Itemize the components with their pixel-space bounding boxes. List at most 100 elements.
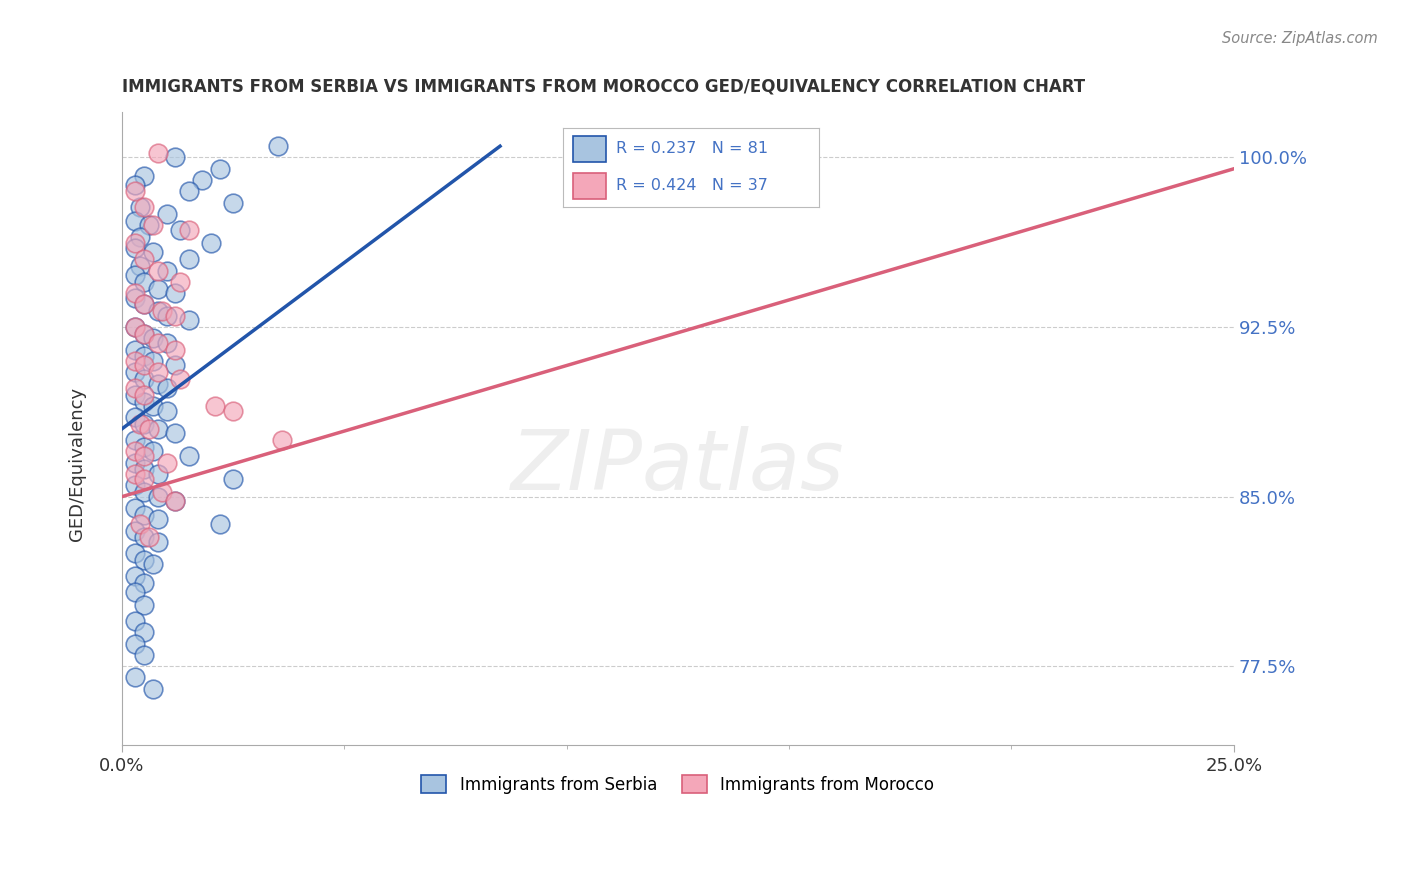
Point <box>124 636 146 650</box>
Point <box>146 467 169 481</box>
Point <box>124 478 146 492</box>
Point <box>124 291 146 305</box>
Point <box>134 200 156 214</box>
Point <box>134 471 156 485</box>
Point <box>124 343 146 357</box>
Point <box>134 252 156 267</box>
Point <box>146 145 169 160</box>
Point <box>142 444 165 458</box>
Point <box>128 229 150 244</box>
Point <box>146 282 169 296</box>
Point <box>134 417 156 432</box>
Point <box>124 365 146 379</box>
Point <box>155 263 177 277</box>
Point <box>134 275 156 289</box>
Point <box>124 467 146 481</box>
Point <box>150 304 173 318</box>
Point <box>124 320 146 334</box>
Point <box>165 309 187 323</box>
Point <box>142 399 165 413</box>
Point <box>134 297 156 311</box>
Point <box>134 625 156 640</box>
Point <box>128 200 150 214</box>
Point <box>134 297 156 311</box>
Text: R = 0.237   N = 81: R = 0.237 N = 81 <box>616 141 769 156</box>
Point <box>155 309 177 323</box>
Point <box>177 252 200 267</box>
Point <box>134 394 156 409</box>
Point <box>134 648 156 662</box>
Point <box>165 426 187 441</box>
Point <box>169 223 191 237</box>
Point <box>142 681 165 696</box>
Point <box>200 236 222 251</box>
Point <box>134 359 156 373</box>
Point <box>124 584 146 599</box>
Point <box>142 331 165 345</box>
Point <box>134 575 156 590</box>
Point <box>155 207 177 221</box>
Point <box>146 512 169 526</box>
Point <box>146 263 169 277</box>
Point <box>142 219 165 233</box>
Point <box>146 534 169 549</box>
Point <box>165 494 187 508</box>
Bar <box>572 173 606 199</box>
Text: ZIPatlas: ZIPatlas <box>512 426 845 508</box>
Point <box>124 614 146 628</box>
Point <box>134 462 156 476</box>
Point <box>134 169 156 183</box>
Point <box>138 219 160 233</box>
Point <box>128 259 150 273</box>
Point <box>124 444 146 458</box>
Point <box>128 417 150 432</box>
Point <box>155 335 177 350</box>
Point <box>191 173 214 187</box>
Point <box>124 286 146 301</box>
Point <box>222 195 245 210</box>
Point <box>124 178 146 192</box>
Point <box>208 516 231 531</box>
Point <box>267 139 290 153</box>
Point <box>134 326 156 341</box>
Point <box>204 399 226 413</box>
Point <box>146 365 169 379</box>
Point <box>124 268 146 282</box>
Point <box>124 241 146 255</box>
Bar <box>572 136 606 161</box>
Point <box>222 403 245 417</box>
Point <box>138 422 160 436</box>
Point <box>134 350 156 364</box>
Text: IMMIGRANTS FROM SERBIA VS IMMIGRANTS FROM MOROCCO GED/EQUIVALENCY CORRELATION CH: IMMIGRANTS FROM SERBIA VS IMMIGRANTS FRO… <box>122 78 1085 95</box>
Point <box>134 530 156 544</box>
Point <box>142 558 165 572</box>
Point <box>146 304 169 318</box>
Point <box>177 449 200 463</box>
Legend: Immigrants from Serbia, Immigrants from Morocco: Immigrants from Serbia, Immigrants from … <box>415 769 941 800</box>
Point <box>134 372 156 386</box>
Point <box>134 553 156 567</box>
Point <box>134 388 156 402</box>
Point <box>124 236 146 251</box>
Point <box>134 326 156 341</box>
Point <box>150 485 173 500</box>
Point <box>146 422 169 436</box>
Point <box>165 359 187 373</box>
Point <box>155 381 177 395</box>
Point <box>138 530 160 544</box>
Point <box>208 161 231 176</box>
Point <box>124 381 146 395</box>
Point <box>146 490 169 504</box>
Point <box>165 151 187 165</box>
Point <box>134 449 156 463</box>
Text: GED/Equivalency: GED/Equivalency <box>69 387 86 541</box>
Point <box>155 456 177 470</box>
Point <box>134 440 156 454</box>
Point <box>169 372 191 386</box>
Point <box>124 500 146 515</box>
Point <box>124 568 146 582</box>
Point <box>155 403 177 417</box>
Point <box>142 354 165 368</box>
Point <box>177 185 200 199</box>
Point <box>124 456 146 470</box>
